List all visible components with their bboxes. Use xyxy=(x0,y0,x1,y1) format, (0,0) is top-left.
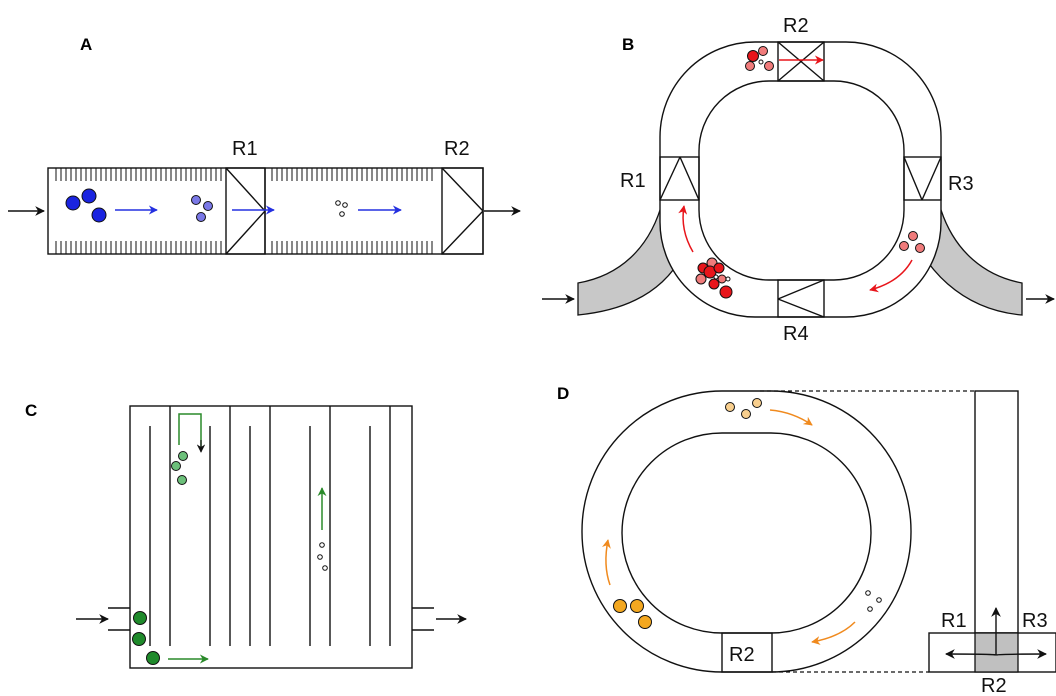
panel-d-ring-inner xyxy=(621,432,872,634)
panel-b: B R2 R1 R3 R4 xyxy=(542,15,1055,345)
panel-c-particles-upper xyxy=(171,451,188,485)
panel-b-r2-label: R2 xyxy=(783,15,809,37)
panel-d-flow-arrow-top xyxy=(769,409,813,426)
panel-a-r2-label: R2 xyxy=(444,138,470,160)
panel-a-reactor-r2 xyxy=(441,167,484,255)
panel-a-particles-large xyxy=(65,188,107,223)
panel-c: C xyxy=(25,401,467,669)
panel-d-junction-arrow-right xyxy=(995,649,1047,659)
panel-b-ring-inner xyxy=(698,80,905,281)
panel-d-flow-arrow-right xyxy=(811,621,856,646)
panel-c-particles-inlet xyxy=(132,611,160,665)
panel-b-flow-arrow-right xyxy=(869,259,913,293)
panel-d: D R2 R1 R3 R2 xyxy=(557,384,1056,696)
panel-c-particles-middle xyxy=(317,542,328,571)
panel-d-r1-label: R1 xyxy=(941,610,967,632)
panel-b-particles-top xyxy=(745,46,774,71)
panel-b-reactor-r4 xyxy=(777,279,825,318)
panel-a-particles-medium xyxy=(191,195,213,222)
panel-c-baffles xyxy=(149,406,391,646)
panel-b-particles-bottom xyxy=(695,257,733,299)
panel-a-label: A xyxy=(80,35,92,54)
panel-d-r3-label: R3 xyxy=(1022,610,1048,632)
panel-d-junction-arrow-left xyxy=(945,649,997,659)
panel-c-reactor-body xyxy=(129,405,413,669)
panel-a-particles-small xyxy=(335,200,348,217)
panel-b-reactor-r3 xyxy=(903,156,942,201)
panel-b-label: B xyxy=(622,35,634,54)
panel-b-reactor-r2 xyxy=(777,41,825,82)
panel-c-outlet-port xyxy=(412,607,434,631)
panel-b-r1-label: R1 xyxy=(620,170,646,192)
panel-c-inlet-port xyxy=(108,607,130,631)
panel-d-particles-top xyxy=(725,398,762,419)
panel-a: A R1 R2 xyxy=(8,35,521,255)
panel-d-ring-r2-label: R2 xyxy=(729,644,755,666)
panel-d-ring-reactor xyxy=(721,632,773,673)
panel-a-reactor-r1 xyxy=(225,167,266,255)
panel-a-packing-ticks xyxy=(55,168,433,254)
panel-d-label: D xyxy=(557,384,569,403)
panel-c-flow-path-upper xyxy=(178,413,202,450)
panel-d-particles-left xyxy=(613,599,652,629)
panel-a-r1-label: R1 xyxy=(232,138,258,160)
panel-c-label: C xyxy=(25,401,37,420)
panel-d-r2-label: R2 xyxy=(981,675,1007,696)
panel-b-r3-label: R3 xyxy=(948,173,974,195)
panel-d-riser-channel xyxy=(974,390,1019,634)
panel-b-r4-label: R4 xyxy=(783,323,809,345)
panel-d-particles-right xyxy=(865,590,882,612)
panel-d-flow-arrow-left xyxy=(602,539,611,586)
panel-b-reactor-r1 xyxy=(659,156,700,201)
panel-b-flow-arrow-left xyxy=(678,205,694,253)
panel-b-particles-right xyxy=(899,231,925,253)
